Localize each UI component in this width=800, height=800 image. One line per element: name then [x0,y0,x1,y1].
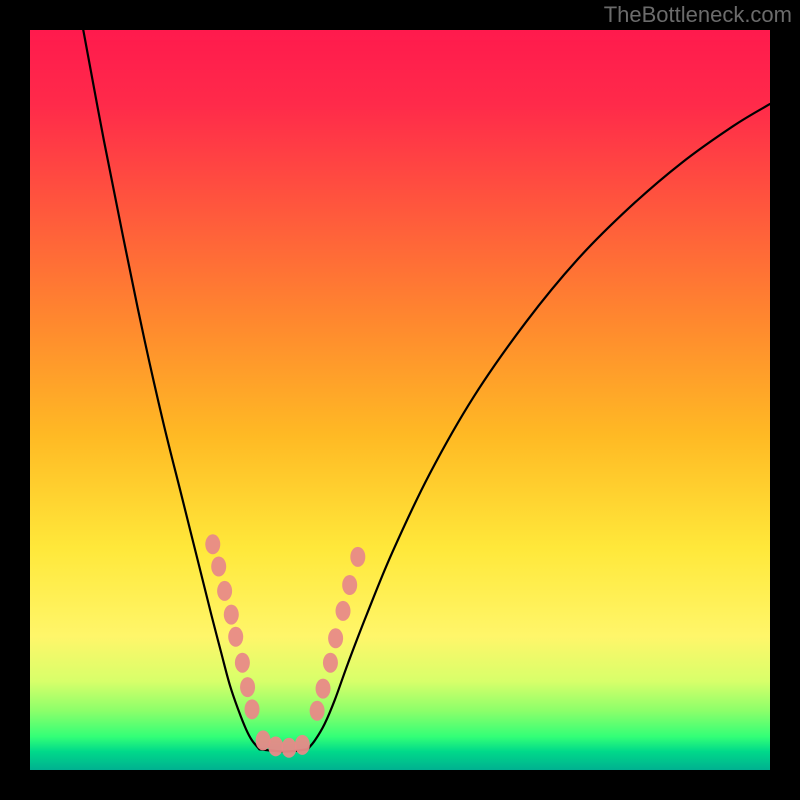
bottleneck-chart [30,30,770,770]
data-marker [245,699,260,719]
plot-frame [30,30,770,770]
data-marker [328,628,343,648]
data-marker [228,627,243,647]
data-marker [240,677,255,697]
data-marker [217,581,232,601]
data-marker [205,534,220,554]
data-marker [310,701,325,721]
data-marker [316,679,331,699]
chart-stage: TheBottleneck.com [0,0,800,800]
data-marker [235,653,250,673]
gradient-background [30,30,770,770]
data-marker [224,605,239,625]
data-marker [323,653,338,673]
data-marker [268,736,283,756]
data-marker [282,738,297,758]
watermark-label: TheBottleneck.com [604,2,792,28]
data-marker [342,575,357,595]
data-marker [336,601,351,621]
data-marker [295,735,310,755]
data-marker [211,557,226,577]
data-marker [350,547,365,567]
